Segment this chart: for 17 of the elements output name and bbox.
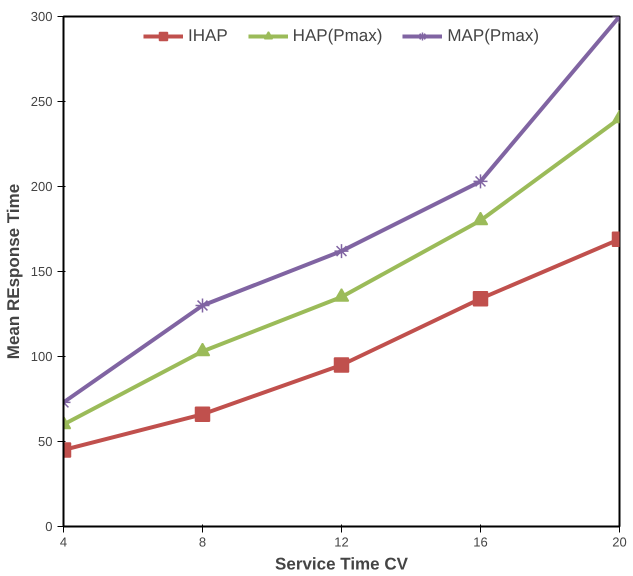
x-tick-label: 12 bbox=[334, 534, 349, 550]
y-tick-label: 0 bbox=[45, 519, 53, 534]
x-tick-label: 16 bbox=[473, 534, 488, 550]
legend-label: MAP(Pmax) bbox=[447, 26, 540, 46]
x-axis-title: Service Time CV bbox=[275, 554, 409, 574]
y-tick-label: 200 bbox=[30, 179, 53, 194]
y-tick-label: 250 bbox=[30, 94, 53, 109]
y-tick-label: 150 bbox=[30, 264, 53, 279]
y-tick-label: 100 bbox=[30, 349, 53, 364]
y-tick-label: 50 bbox=[38, 434, 53, 449]
x-tick-label: 8 bbox=[198, 534, 206, 550]
y-axis-title: Mean REsponse Time bbox=[4, 184, 23, 360]
y-tick-label: 300 bbox=[30, 9, 53, 24]
legend-label: IHAP bbox=[188, 26, 228, 46]
x-tick-label: 20 bbox=[612, 534, 627, 550]
x-tick-label: 4 bbox=[60, 534, 68, 550]
legend-label: HAP(Pmax) bbox=[292, 26, 382, 46]
